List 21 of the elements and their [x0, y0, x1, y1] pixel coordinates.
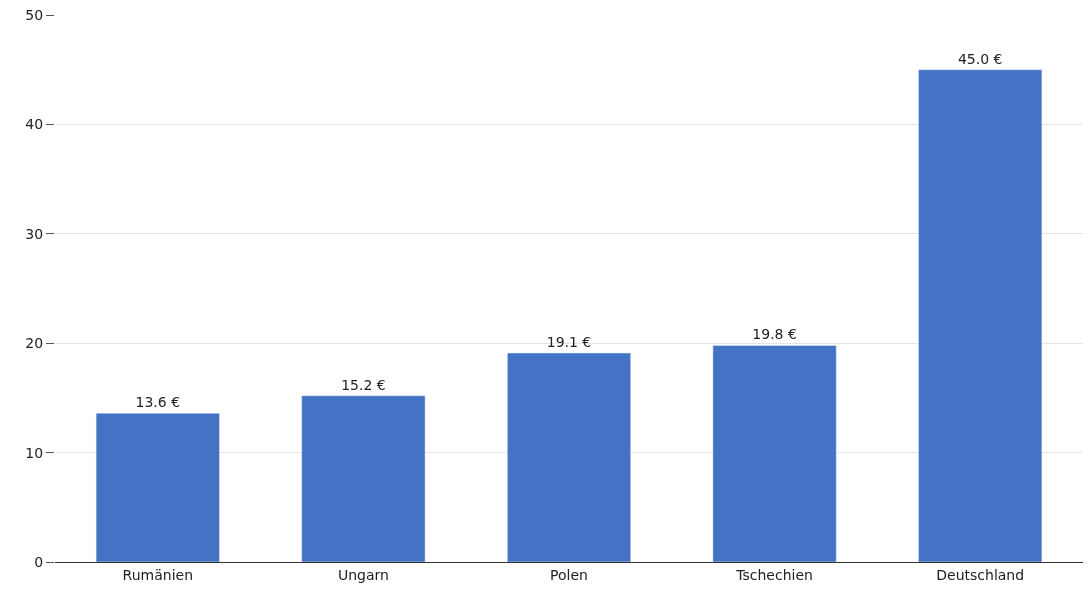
bar	[918, 69, 1043, 562]
data-label: 15.2 €	[341, 376, 386, 393]
bar	[95, 412, 220, 562]
bar	[301, 395, 426, 562]
y-tick-label: 50	[25, 6, 44, 23]
y-tick-label: 30	[25, 225, 44, 242]
x-tick-label: Ungarn	[337, 566, 389, 583]
data-label: 19.1 €	[546, 334, 592, 351]
bar	[712, 345, 837, 562]
data-label: 19.8 €	[752, 326, 797, 343]
x-tick-label: Tschechien	[735, 566, 813, 583]
y-tick-label: 40	[25, 116, 44, 133]
x-tick-label: Deutschland	[936, 566, 1025, 583]
y-tick-label: 0	[34, 553, 44, 570]
x-tick-label: Polen	[550, 566, 588, 583]
y-tick-label: 10	[25, 444, 44, 461]
data-label: 13.6 €	[135, 394, 181, 411]
bar	[507, 352, 631, 562]
data-label: 45.0 €	[957, 50, 1003, 67]
y-tick-label: 20	[25, 335, 44, 352]
x-tick-label: Rumänien	[122, 566, 194, 583]
